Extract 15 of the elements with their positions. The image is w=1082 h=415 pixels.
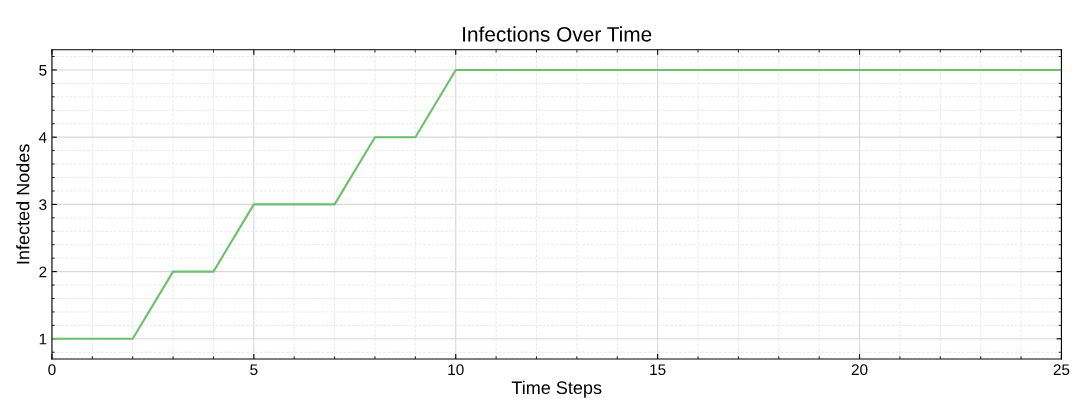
x-tick-label: 0 [48,364,56,376]
y-tick-label: 3 [39,199,47,211]
y-tick-label: 4 [38,132,47,143]
y-tick-label: 1 [39,333,47,345]
chart-title: Infections Over Time [463,26,652,42]
line-series [51,68,1062,340]
x-tick-label: 10 [448,364,464,376]
y-tick-label: 2 [39,266,47,278]
x-tick-label: 15 [650,364,666,376]
y-tick-label: 5 [39,64,47,76]
x-tick-label: 20 [851,364,868,376]
x-axis-title: Time Steps [511,380,602,398]
y-axis-title: Infected Nodes [16,144,30,264]
x-tick-label: 25 [1053,364,1070,376]
x-tick-label: 5 [250,364,258,376]
